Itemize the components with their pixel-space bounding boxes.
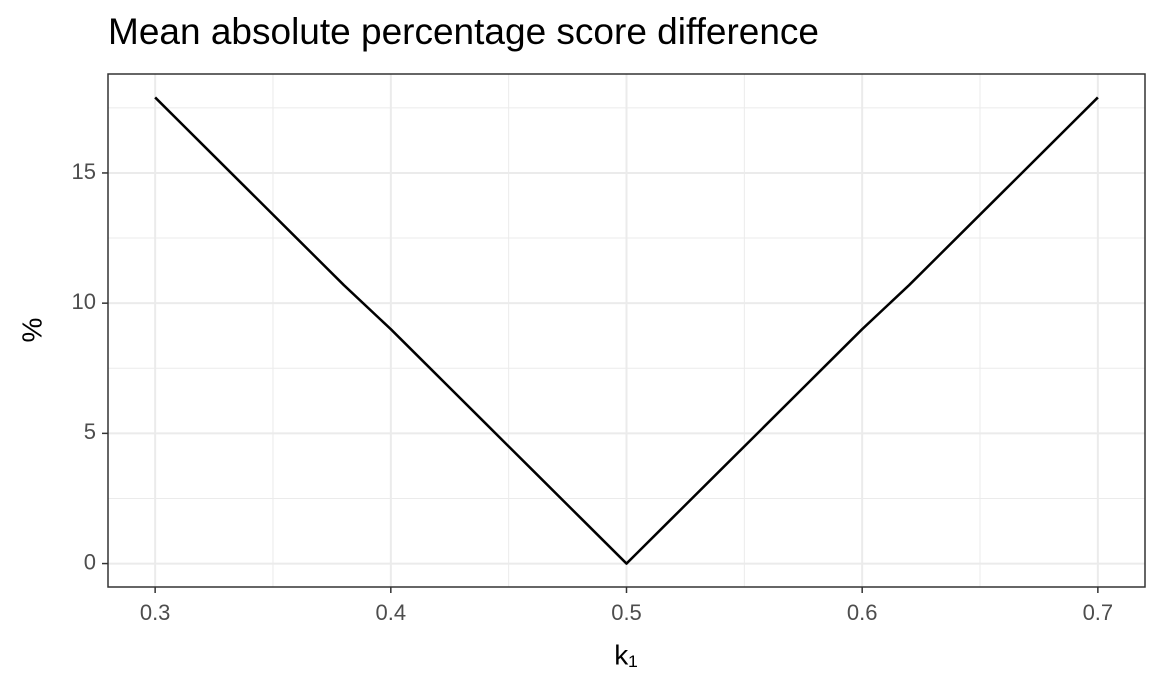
y-tick-label: 5 [84,419,96,444]
y-tick-label: 10 [72,289,96,314]
plot-marks [154,96,1099,565]
y-tick-label: 0 [84,549,96,574]
x-tick-label: 0.6 [847,600,878,625]
x-tick-label: 0.3 [140,600,171,625]
x-tick-label: 0.4 [376,600,407,625]
x-tick-label: 0.7 [1083,600,1114,625]
x-tick-label: 0.5 [611,600,642,625]
y-tick-label: 15 [72,159,96,184]
chart-title: Mean absolute percentage score differenc… [108,11,819,52]
line [154,96,1099,565]
x-axis-title: k₁ [614,639,637,670]
y-axis-title: % [16,318,47,343]
